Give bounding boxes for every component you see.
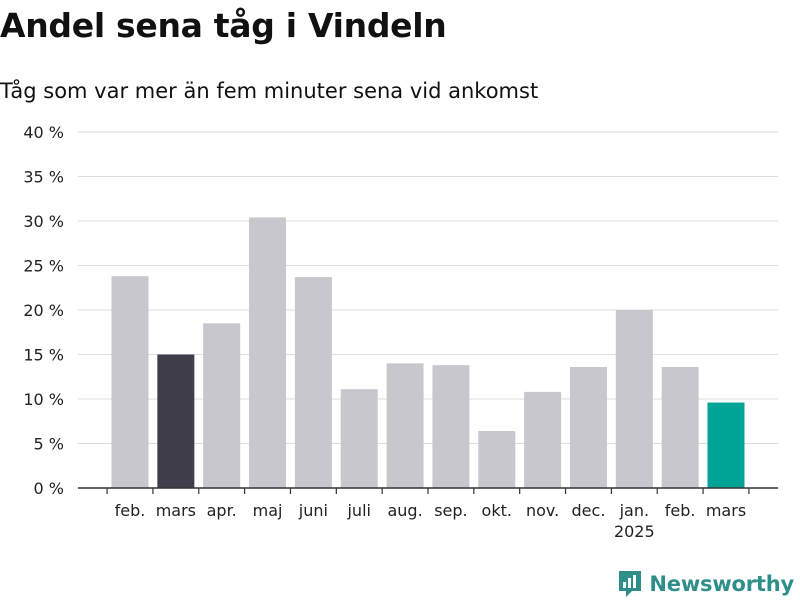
bar — [157, 354, 195, 488]
brand-name: Newsworthy — [649, 572, 794, 596]
x-year-label: 2025 — [614, 522, 655, 541]
x-tick-label: mars — [706, 501, 746, 520]
bars — [111, 217, 745, 488]
newsworthy-logo-icon — [619, 571, 642, 597]
chart-title: Andel sena tåg i Vindeln — [0, 6, 447, 45]
bar — [249, 217, 287, 488]
bar — [524, 391, 562, 488]
bar — [707, 402, 745, 488]
y-tick-label: 35 % — [23, 168, 64, 187]
bar — [432, 365, 470, 488]
x-tick-label: juli — [346, 501, 370, 520]
x-tick-label: nov. — [526, 501, 559, 520]
x-tick-label: okt. — [482, 501, 512, 520]
bar — [340, 389, 378, 488]
bar-chart: 0 % 5 % 10 % 15 % 20 % 25 % 30 % 35 % 40 % feb. m… — [23, 123, 778, 541]
bar — [569, 366, 607, 488]
x-tick-label: feb. — [665, 501, 696, 520]
bar — [203, 323, 241, 488]
x-tick-label: maj — [253, 501, 283, 520]
y-tick-label: 10 % — [23, 390, 64, 409]
brand: Newsworthy — [617, 569, 794, 599]
x-tick-label: mars — [156, 501, 196, 520]
bar — [111, 276, 149, 488]
x-tick-label: aug. — [387, 501, 422, 520]
y-tick-label: 15 % — [23, 346, 64, 365]
gridlines — [78, 131, 778, 444]
y-tick-label: 20 % — [23, 301, 64, 320]
y-axis-ticks: 0 % 5 % 10 % 15 % 20 % 25 % 30 % 35 % 40 % — [23, 123, 64, 498]
chart-subtitle: Tåg som var mer än fem minuter sena vid … — [0, 79, 539, 103]
x-tick-label: sep. — [434, 501, 467, 520]
bar — [386, 363, 424, 488]
bar — [294, 277, 332, 488]
bar — [661, 366, 699, 488]
y-tick-label: 5 % — [34, 435, 64, 454]
y-tick-label: 0 % — [34, 479, 64, 498]
x-axis-ticks: feb. mars apr. maj juni juli aug. sep. okt. nov. d… — [115, 501, 747, 541]
y-tick-label: 25 % — [23, 257, 64, 276]
x-tick-label: dec. — [572, 501, 606, 520]
x-tick-label: apr. — [207, 501, 237, 520]
x-tick-label: juni — [298, 501, 328, 520]
bar — [615, 310, 653, 488]
y-tick-label: 30 % — [23, 212, 64, 231]
bar — [478, 431, 516, 488]
x-tick-label: feb. — [115, 501, 146, 520]
y-tick-label: 40 % — [23, 123, 64, 142]
x-axis — [78, 487, 778, 494]
x-tick-label: jan. — [619, 501, 649, 520]
